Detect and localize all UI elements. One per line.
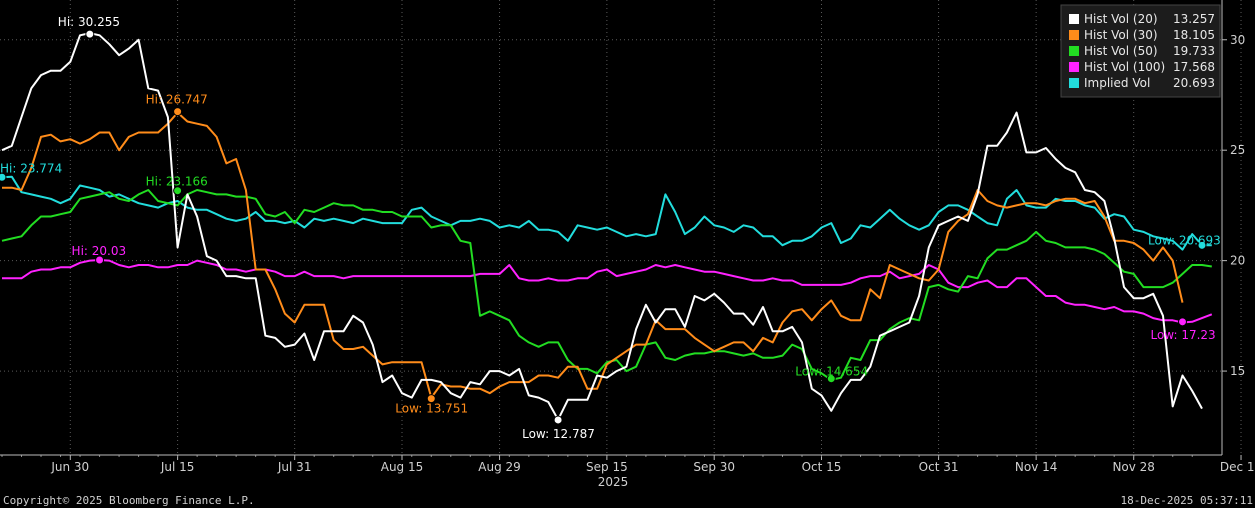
series-line-2 <box>1 189 1212 381</box>
legend-series-value: 18.105 <box>1173 28 1215 42</box>
legend-series-value: 13.257 <box>1173 12 1215 26</box>
series-2-hi-marker <box>173 186 183 196</box>
series-line-0 <box>1 32 1203 421</box>
series-layer <box>1 32 1213 421</box>
x-tick-label: Dec 15 <box>1220 460 1255 474</box>
series-4-low-label: Low: 20.693 <box>1148 233 1221 247</box>
series-4-hi-label: Hi: 23.774 <box>0 161 62 175</box>
legend-series-name: Hist Vol (30) <box>1084 28 1158 42</box>
series-0-hi-label: Hi: 30.255 <box>58 15 120 29</box>
copyright-text: Copyright© 2025 Bloomberg Finance L.P. <box>3 494 255 507</box>
x-tick-label: Aug 15 <box>381 460 424 474</box>
series-3-low-label: Low: 17.23 <box>1150 328 1215 342</box>
series-1-low-marker <box>426 394 436 404</box>
series-1-low-label: Low: 13.751 <box>395 402 468 416</box>
series-0-low-marker <box>553 415 563 425</box>
series-line-3 <box>2 259 1213 324</box>
x-tick-label: Jul 31 <box>277 460 312 474</box>
legend-box <box>1060 4 1221 98</box>
legend-series-name: Hist Vol (50) <box>1084 44 1158 58</box>
legend-swatch <box>1069 46 1079 56</box>
x-tick-label: Oct 15 <box>802 460 842 474</box>
legend-swatch <box>1069 14 1079 24</box>
legend-series-name: Hist Vol (20) <box>1084 12 1158 26</box>
series-3-hi-marker <box>95 255 105 265</box>
legend: Hist Vol (20) 13.257 Hist Vol (30) 18.105 Hi… <box>1060 4 1221 98</box>
annotation-markers: Hi: 30.255 Low: 12.787 Hi: 26.747 Low: 13.7… <box>0 15 1221 441</box>
legend-series-name: Hist Vol (100) <box>1084 60 1165 74</box>
legend-swatch <box>1069 62 1079 72</box>
series-0-low-label: Low: 12.787 <box>522 427 595 441</box>
y-tick-label: 30 <box>1230 33 1245 47</box>
x-tick-label: Aug 29 <box>478 460 521 474</box>
legend-series-name: Implied Vol <box>1084 76 1150 90</box>
y-tick-label: 25 <box>1230 143 1245 157</box>
legend-series-value: 17.568 <box>1173 60 1215 74</box>
y-tick-label: 15 <box>1230 364 1245 378</box>
x-tick-label: Sep 15 <box>586 460 628 474</box>
x-tick-label: Nov 14 <box>1015 460 1058 474</box>
series-2-low-label: Low: 14.654 <box>795 365 868 379</box>
x-tick-label: Jun 30 <box>50 460 89 474</box>
legend-series-value: 20.693 <box>1173 76 1215 90</box>
x-tick-label: Oct 31 <box>919 460 959 474</box>
y-tick-label: 20 <box>1230 254 1245 268</box>
x-axis: Jun 30 Jul 15 Jul 31 Aug 15 Aug 29 Sep 15 Sep … <box>0 454 1255 489</box>
series-3-low-marker <box>1177 317 1187 327</box>
series-4-low-marker <box>1197 240 1207 250</box>
series-4-hi-marker <box>0 172 7 182</box>
x-tick-label: Sep 30 <box>693 460 735 474</box>
series-line-4 <box>1 175 1212 251</box>
series-3-hi-label: Hi: 20.03 <box>72 244 127 258</box>
legend-swatch <box>1069 30 1079 40</box>
series-1-hi-label: Hi: 26.747 <box>146 93 208 107</box>
timestamp-text: 18-Dec-2025 05:37:11 <box>1120 494 1253 507</box>
x-tick-label: Nov 28 <box>1112 460 1155 474</box>
series-0-hi-marker <box>85 29 95 39</box>
legend-swatch <box>1069 78 1079 88</box>
series-1-hi-marker <box>173 107 183 117</box>
x-axis-year-label: 2025 <box>598 475 629 489</box>
legend-series-value: 19.733 <box>1173 44 1215 58</box>
x-tick-label: Jul 15 <box>160 460 195 474</box>
y-axis: 15 20 25 30 <box>1221 0 1245 455</box>
series-2-low-marker <box>826 374 836 384</box>
series-2-hi-label: Hi: 23.166 <box>146 175 208 189</box>
